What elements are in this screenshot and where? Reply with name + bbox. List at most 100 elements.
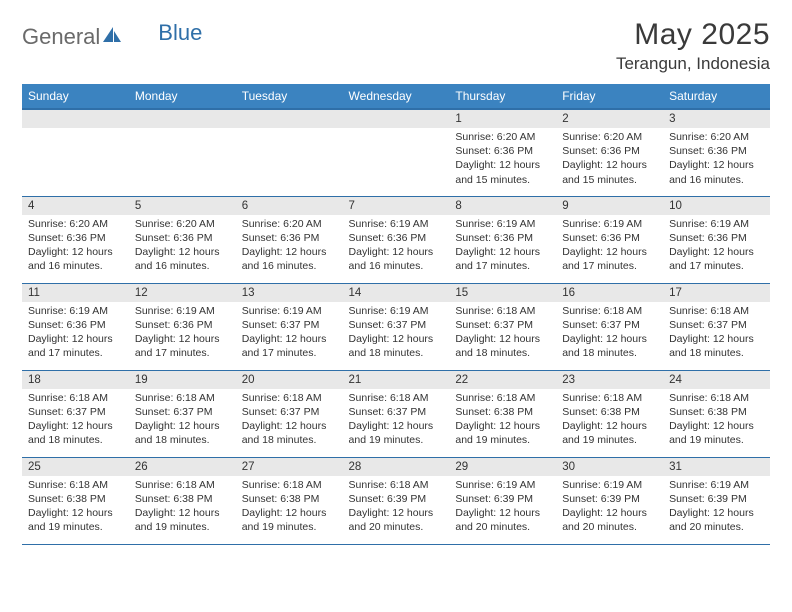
day-number: 28 [343,458,450,476]
sunset-text: Sunset: 6:39 PM [455,492,550,506]
sunrise-text: Sunrise: 6:18 AM [242,391,337,405]
daylight-text: Daylight: 12 hours and 19 minutes. [669,419,764,447]
calendar-cell: 24Sunrise: 6:18 AMSunset: 6:38 PMDayligh… [663,370,770,457]
calendar-week: 4Sunrise: 6:20 AMSunset: 6:36 PMDaylight… [22,196,770,283]
sunrise-text: Sunrise: 6:19 AM [135,304,230,318]
daylight-text: Daylight: 12 hours and 19 minutes. [135,506,230,534]
sunrise-text: Sunrise: 6:18 AM [562,304,657,318]
daylight-text: Daylight: 12 hours and 19 minutes. [562,419,657,447]
daylight-text: Daylight: 12 hours and 17 minutes. [28,332,123,360]
sunrise-text: Sunrise: 6:18 AM [669,304,764,318]
sunrise-text: Sunrise: 6:19 AM [349,217,444,231]
daylight-text: Daylight: 12 hours and 18 minutes. [242,419,337,447]
dayname-saturday: Saturday [663,84,770,109]
daylight-text: Daylight: 12 hours and 19 minutes. [455,419,550,447]
day-body: Sunrise: 6:19 AMSunset: 6:36 PMDaylight:… [663,215,770,278]
calendar-cell: 13Sunrise: 6:19 AMSunset: 6:37 PMDayligh… [236,283,343,370]
sunset-text: Sunset: 6:36 PM [135,318,230,332]
day-body: Sunrise: 6:19 AMSunset: 6:36 PMDaylight:… [343,215,450,278]
day-number: 1 [449,110,556,128]
day-number: 20 [236,371,343,389]
day-body: Sunrise: 6:18 AMSunset: 6:37 PMDaylight:… [556,302,663,365]
dayname-monday: Monday [129,84,236,109]
daylight-text: Daylight: 12 hours and 20 minutes. [562,506,657,534]
day-body: Sunrise: 6:19 AMSunset: 6:39 PMDaylight:… [449,476,556,539]
daylight-text: Daylight: 12 hours and 16 minutes. [349,245,444,273]
dayname-wednesday: Wednesday [343,84,450,109]
calendar-cell: 30Sunrise: 6:19 AMSunset: 6:39 PMDayligh… [556,457,663,544]
calendar-cell: 1Sunrise: 6:20 AMSunset: 6:36 PMDaylight… [449,109,556,196]
day-body [343,128,450,134]
sunset-text: Sunset: 6:39 PM [669,492,764,506]
calendar-cell [236,109,343,196]
dayname-friday: Friday [556,84,663,109]
calendar-cell: 14Sunrise: 6:19 AMSunset: 6:37 PMDayligh… [343,283,450,370]
daylight-text: Daylight: 12 hours and 18 minutes. [135,419,230,447]
daylight-text: Daylight: 12 hours and 19 minutes. [349,419,444,447]
day-body: Sunrise: 6:19 AMSunset: 6:37 PMDaylight:… [236,302,343,365]
day-number: 10 [663,197,770,215]
calendar-cell: 9Sunrise: 6:19 AMSunset: 6:36 PMDaylight… [556,196,663,283]
day-body [129,128,236,134]
header: General Blue May 2025 Terangun, Indonesi… [22,18,770,74]
day-body: Sunrise: 6:19 AMSunset: 6:39 PMDaylight:… [663,476,770,539]
sunrise-text: Sunrise: 6:19 AM [455,217,550,231]
calendar-cell: 20Sunrise: 6:18 AMSunset: 6:37 PMDayligh… [236,370,343,457]
calendar-cell: 22Sunrise: 6:18 AMSunset: 6:38 PMDayligh… [449,370,556,457]
day-body: Sunrise: 6:18 AMSunset: 6:37 PMDaylight:… [449,302,556,365]
logo-text-general: General [22,24,100,50]
daylight-text: Daylight: 12 hours and 19 minutes. [242,506,337,534]
calendar-body: 1Sunrise: 6:20 AMSunset: 6:36 PMDaylight… [22,109,770,544]
sunset-text: Sunset: 6:39 PM [349,492,444,506]
sunrise-text: Sunrise: 6:19 AM [242,304,337,318]
calendar-week: 25Sunrise: 6:18 AMSunset: 6:38 PMDayligh… [22,457,770,544]
day-body: Sunrise: 6:18 AMSunset: 6:37 PMDaylight:… [236,389,343,452]
calendar-cell: 12Sunrise: 6:19 AMSunset: 6:36 PMDayligh… [129,283,236,370]
sunrise-text: Sunrise: 6:19 AM [669,478,764,492]
day-body: Sunrise: 6:20 AMSunset: 6:36 PMDaylight:… [22,215,129,278]
daylight-text: Daylight: 12 hours and 16 minutes. [242,245,337,273]
calendar-cell: 28Sunrise: 6:18 AMSunset: 6:39 PMDayligh… [343,457,450,544]
sunset-text: Sunset: 6:38 PM [455,405,550,419]
sunrise-text: Sunrise: 6:18 AM [562,391,657,405]
day-number: 22 [449,371,556,389]
day-body: Sunrise: 6:19 AMSunset: 6:37 PMDaylight:… [343,302,450,365]
daylight-text: Daylight: 12 hours and 18 minutes. [669,332,764,360]
sunrise-text: Sunrise: 6:20 AM [562,130,657,144]
calendar-cell: 7Sunrise: 6:19 AMSunset: 6:36 PMDaylight… [343,196,450,283]
day-body: Sunrise: 6:18 AMSunset: 6:37 PMDaylight:… [663,302,770,365]
day-number: 23 [556,371,663,389]
dayname-thursday: Thursday [449,84,556,109]
calendar-cell [343,109,450,196]
calendar-cell: 3Sunrise: 6:20 AMSunset: 6:36 PMDaylight… [663,109,770,196]
daylight-text: Daylight: 12 hours and 18 minutes. [28,419,123,447]
day-number: 8 [449,197,556,215]
day-number: 11 [22,284,129,302]
calendar-cell: 4Sunrise: 6:20 AMSunset: 6:36 PMDaylight… [22,196,129,283]
sunrise-text: Sunrise: 6:18 AM [28,391,123,405]
day-body: Sunrise: 6:19 AMSunset: 6:36 PMDaylight:… [129,302,236,365]
calendar-cell [129,109,236,196]
day-number [129,110,236,128]
day-body: Sunrise: 6:19 AMSunset: 6:36 PMDaylight:… [22,302,129,365]
page: General Blue May 2025 Terangun, Indonesi… [0,0,792,567]
day-body: Sunrise: 6:20 AMSunset: 6:36 PMDaylight:… [129,215,236,278]
day-body: Sunrise: 6:18 AMSunset: 6:38 PMDaylight:… [556,389,663,452]
day-body: Sunrise: 6:18 AMSunset: 6:37 PMDaylight:… [343,389,450,452]
logo-sail-icon [102,26,122,49]
day-number: 12 [129,284,236,302]
sunset-text: Sunset: 6:39 PM [562,492,657,506]
daylight-text: Daylight: 12 hours and 19 minutes. [28,506,123,534]
day-body [236,128,343,134]
calendar-cell: 19Sunrise: 6:18 AMSunset: 6:37 PMDayligh… [129,370,236,457]
day-number: 5 [129,197,236,215]
logo: General Blue [22,24,202,50]
sunset-text: Sunset: 6:36 PM [562,144,657,158]
dayname-sunday: Sunday [22,84,129,109]
day-number: 2 [556,110,663,128]
sunrise-text: Sunrise: 6:19 AM [349,304,444,318]
sunset-text: Sunset: 6:36 PM [562,231,657,245]
day-number: 16 [556,284,663,302]
calendar-cell: 16Sunrise: 6:18 AMSunset: 6:37 PMDayligh… [556,283,663,370]
page-title: May 2025 [616,18,770,52]
